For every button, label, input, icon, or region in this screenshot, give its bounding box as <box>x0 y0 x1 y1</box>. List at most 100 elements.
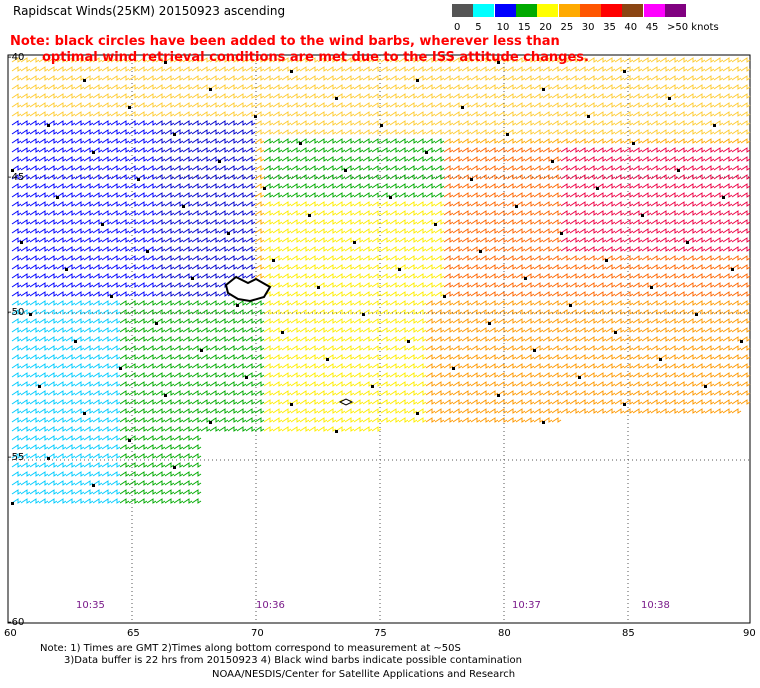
lon-label-85: 85 <box>622 628 635 639</box>
wind-barb <box>263 399 274 405</box>
wind-barb <box>245 327 256 333</box>
wind-barb <box>533 57 544 63</box>
wind-barb <box>29 111 40 117</box>
wind-barb <box>92 120 103 126</box>
wind-barb <box>236 336 247 342</box>
wind-barb <box>677 210 688 216</box>
wind-barb <box>659 129 670 135</box>
wind-barb <box>65 264 76 270</box>
wind-barb <box>623 165 634 171</box>
wind-barb <box>119 444 130 450</box>
wind-barb <box>155 246 166 252</box>
wind-barb <box>182 228 193 234</box>
wind-barb <box>731 174 742 180</box>
wind-barb <box>200 201 211 207</box>
wind-barb <box>389 102 400 108</box>
wind-barb <box>524 201 535 207</box>
wind-barb <box>425 363 436 369</box>
wind-barb <box>74 237 85 243</box>
wind-barb <box>191 462 202 468</box>
wind-barb <box>281 390 292 396</box>
wind-barb <box>119 291 130 297</box>
qc-marker <box>47 457 50 460</box>
wind-barb <box>20 219 31 225</box>
wind-barb <box>497 255 508 261</box>
wind-barb <box>443 363 454 369</box>
wind-barb <box>191 246 202 252</box>
wind-barb <box>65 417 76 423</box>
wind-barb <box>353 300 364 306</box>
wind-barb <box>362 363 373 369</box>
wind-barb <box>479 138 490 144</box>
wind-barb <box>245 345 256 351</box>
wind-barb <box>137 210 148 216</box>
wind-barb <box>47 57 58 63</box>
wind-barb <box>38 381 49 387</box>
wind-barb <box>488 129 499 135</box>
wind-barb <box>470 183 481 189</box>
wind-barb <box>353 201 364 207</box>
wind-barb <box>335 336 346 342</box>
wind-barb <box>146 282 157 288</box>
wind-barb <box>389 93 400 99</box>
wind-barb <box>119 471 130 477</box>
wind-barb <box>191 498 202 504</box>
wind-barb <box>362 390 373 396</box>
qc-marker <box>461 106 464 109</box>
wind-barb <box>713 399 724 405</box>
wind-barb <box>281 228 292 234</box>
wind-barb <box>614 300 625 306</box>
wind-barb <box>236 57 247 63</box>
wind-barb <box>623 354 634 360</box>
wind-barb <box>101 291 112 297</box>
wind-barb <box>11 111 22 117</box>
wind-barb <box>578 84 589 90</box>
wind-barb <box>371 102 382 108</box>
wind-barb <box>452 417 463 423</box>
wind-barb <box>101 399 112 405</box>
wind-barb <box>452 372 463 378</box>
qc-marker <box>668 97 671 100</box>
wind-barb <box>110 372 121 378</box>
wind-barb <box>695 156 706 162</box>
wind-barb <box>245 273 256 279</box>
lon-label-90: 90 <box>743 628 756 639</box>
wind-barb <box>92 66 103 72</box>
wind-barb <box>416 273 427 279</box>
wind-barb <box>578 399 589 405</box>
wind-barb <box>425 57 436 63</box>
wind-barb <box>182 84 193 90</box>
wind-barb <box>416 408 427 414</box>
wind-barb <box>308 102 319 108</box>
wind-barb <box>317 282 328 288</box>
wind-barb <box>317 66 328 72</box>
wind-barb <box>722 84 733 90</box>
wind-barb <box>524 408 535 414</box>
wind-barb <box>722 354 733 360</box>
wind-barb <box>47 417 58 423</box>
wind-barb <box>47 291 58 297</box>
wind-barb <box>335 129 346 135</box>
wind-barb <box>317 192 328 198</box>
wind-barb <box>83 120 94 126</box>
wind-barb <box>452 210 463 216</box>
wind-barb <box>308 399 319 405</box>
wind-barb <box>443 138 454 144</box>
wind-barb <box>101 480 112 486</box>
wind-barb <box>146 237 157 243</box>
wind-barb <box>173 381 184 387</box>
wind-barb <box>263 300 274 306</box>
wind-barb <box>290 300 301 306</box>
wind-barb <box>398 327 409 333</box>
wind-barb <box>686 309 697 315</box>
wind-barb <box>290 426 301 432</box>
wind-barb <box>524 246 535 252</box>
wind-barb <box>407 228 418 234</box>
wind-barb <box>569 354 580 360</box>
wind-barb <box>110 75 121 81</box>
wind-barb <box>470 120 481 126</box>
wind-barb <box>173 300 184 306</box>
wind-barb <box>443 174 454 180</box>
wind-barb <box>578 228 589 234</box>
wind-barb <box>713 264 724 270</box>
